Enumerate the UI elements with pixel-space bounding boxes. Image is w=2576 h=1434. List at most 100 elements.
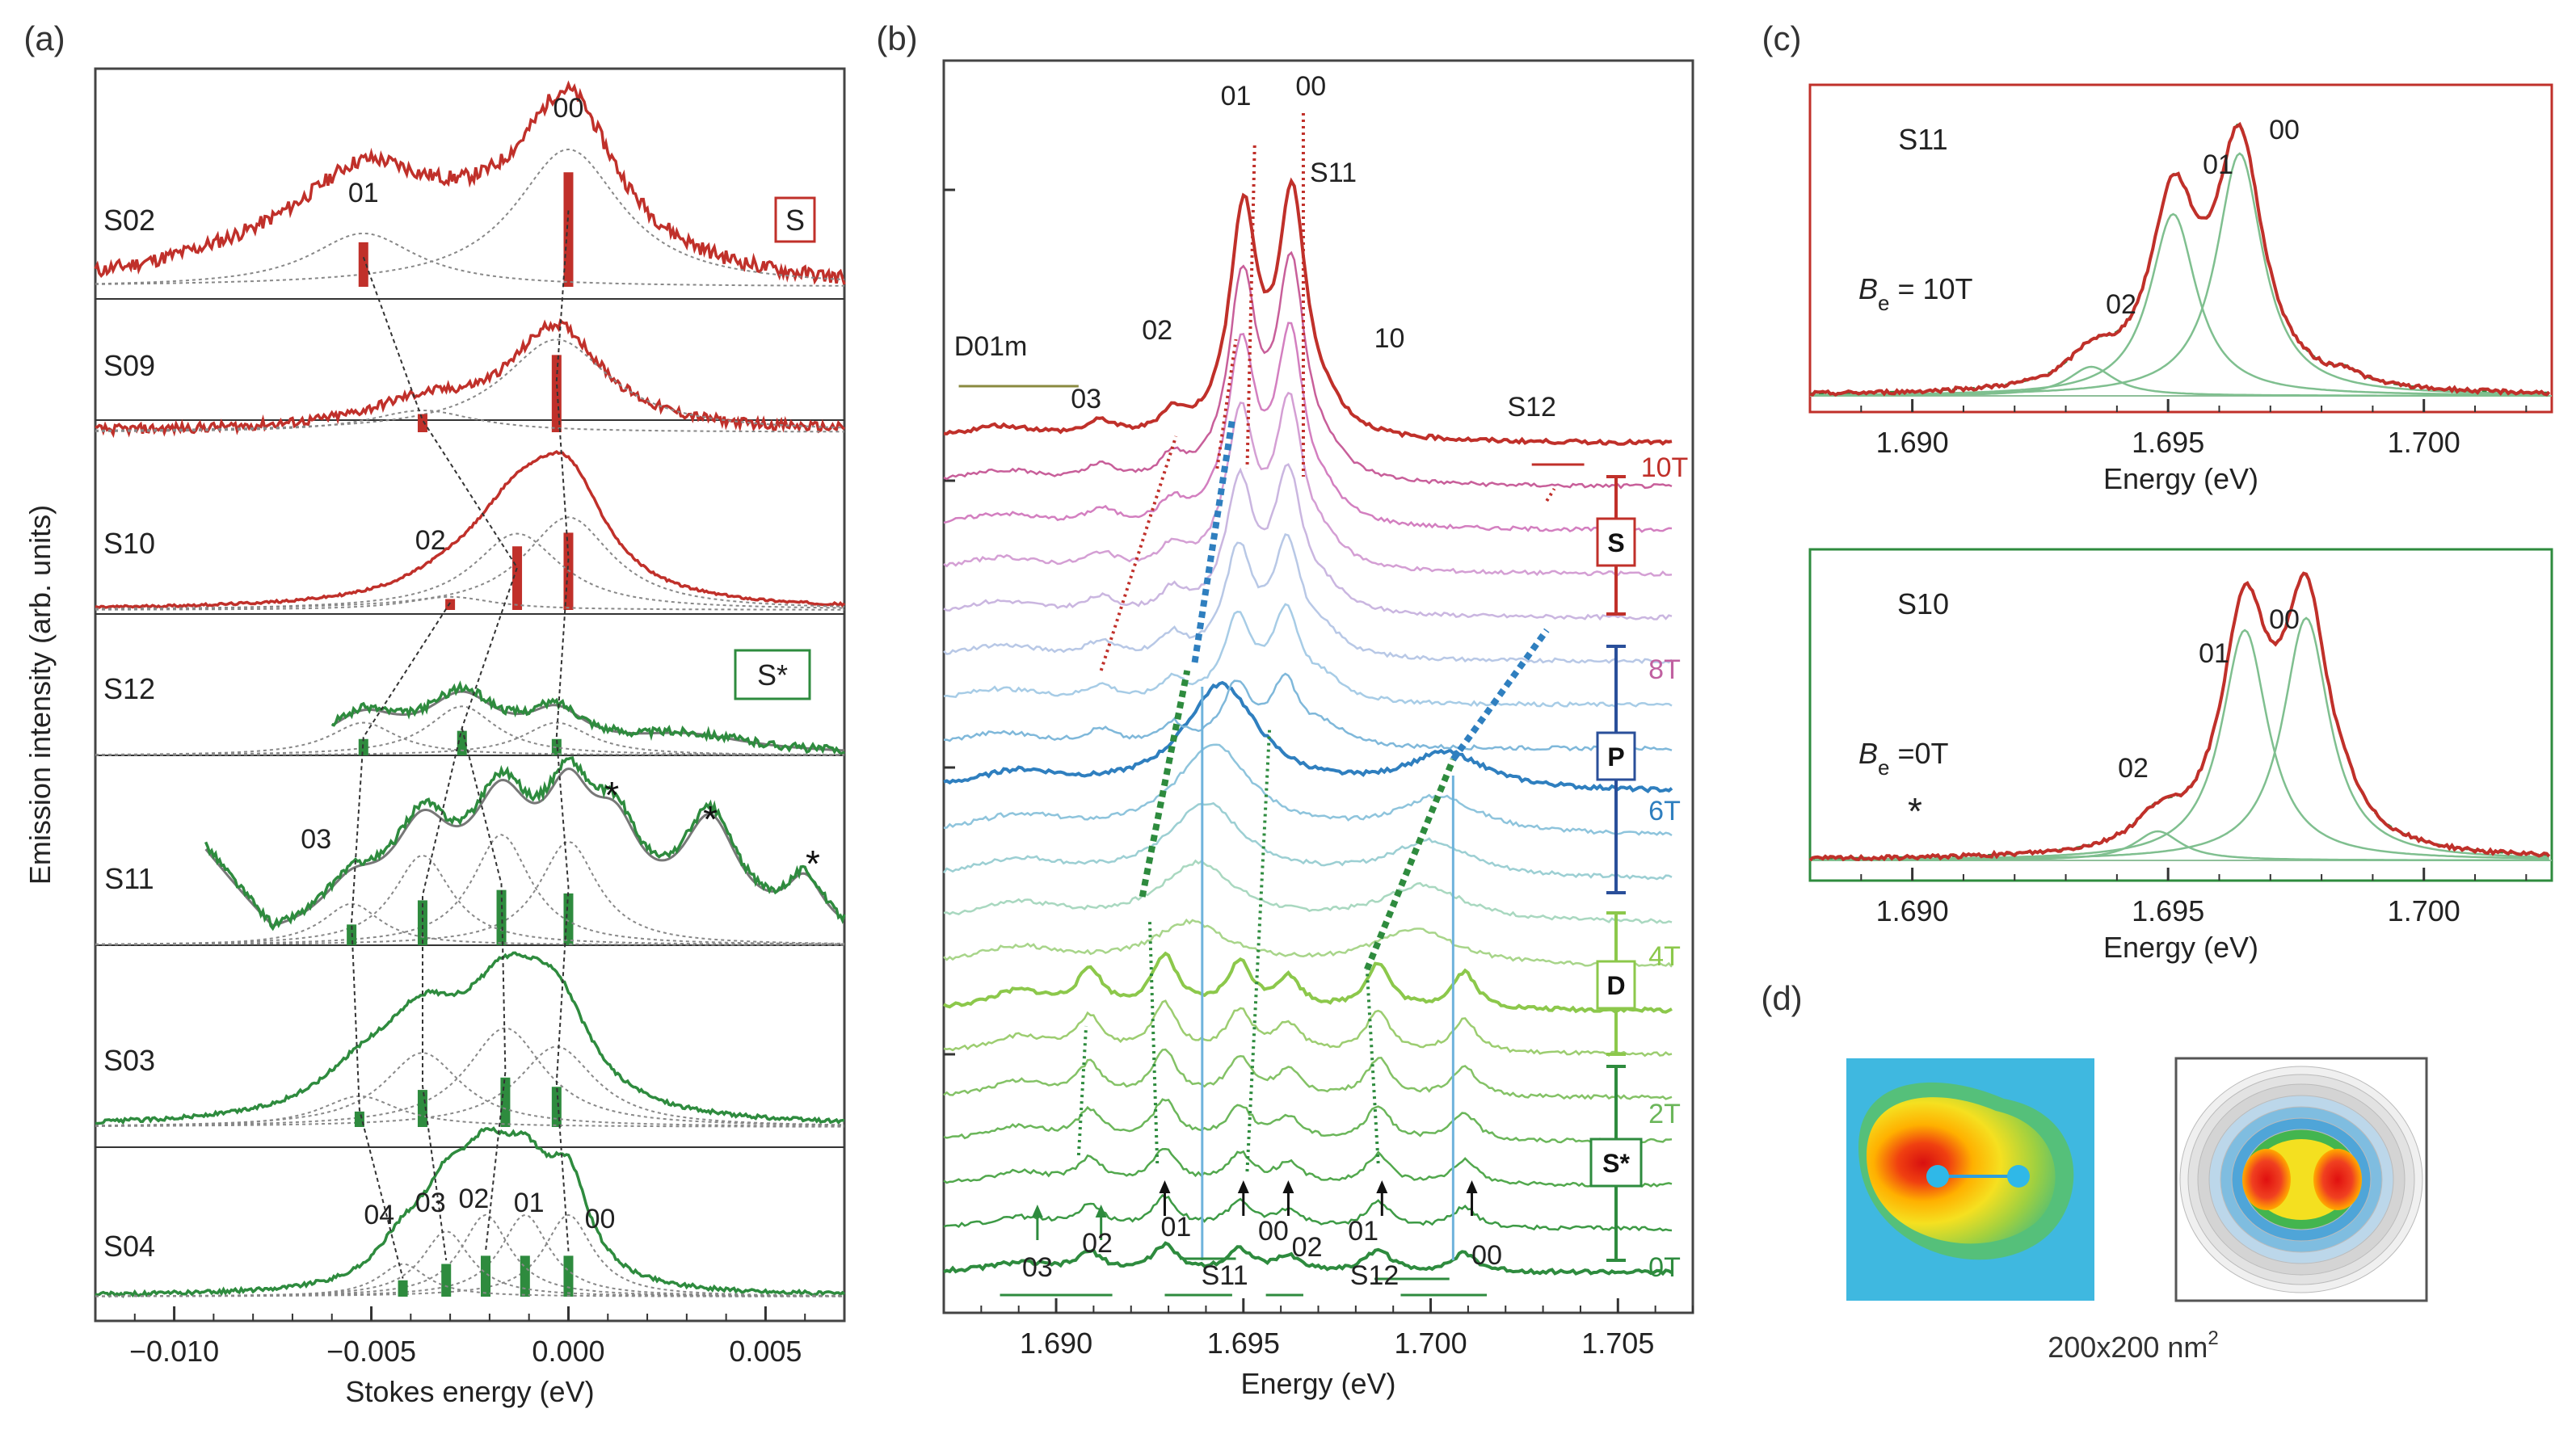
field-trace	[943, 463, 1673, 621]
peak-bar	[551, 738, 562, 755]
field-trace	[943, 1098, 1673, 1144]
legend-box-s	[774, 196, 816, 243]
peak-bar	[481, 1255, 491, 1297]
peak-label: 00	[1471, 1240, 1502, 1271]
peak-label: 10	[1374, 323, 1405, 354]
series-label: S04	[103, 1230, 155, 1263]
series-label: S03	[103, 1044, 155, 1077]
x-axis-label: Energy (eV)	[2103, 462, 2258, 495]
dot-marker	[2007, 1165, 2030, 1188]
panel-label: (b)	[876, 19, 917, 57]
component-curve	[95, 148, 845, 285]
field-symbol: B	[1858, 737, 1878, 770]
assignment-line	[351, 602, 451, 1279]
field-label: Be = 10T	[1858, 272, 1973, 315]
guide-dashed-blue	[1450, 628, 1550, 762]
state-label: S	[1607, 528, 1624, 557]
plot-frame	[942, 59, 1694, 1314]
asterisk: *	[1908, 790, 1922, 832]
asterisk: *	[604, 774, 619, 816]
arrow-head	[1466, 1180, 1478, 1193]
peak-label: S11	[1310, 158, 1357, 188]
component-curve	[1810, 629, 2549, 861]
panel-c-top: 1.690 1.695 1.700 Energy (eV) S11 Be = 10T 01 0…	[1808, 83, 2553, 495]
spectrum-S02	[94, 80, 846, 285]
component-curve	[95, 409, 844, 433]
spectrum-S09	[95, 317, 846, 439]
state-box	[1596, 960, 1636, 1010]
component-curve	[95, 902, 844, 946]
assignment-line	[555, 210, 570, 1251]
peak-bar	[563, 172, 574, 287]
field-trace	[943, 743, 1673, 837]
field-trace	[943, 532, 1673, 665]
field-trace	[943, 1148, 1673, 1188]
peak-label: 01	[1348, 1216, 1378, 1247]
peak-label: 02	[458, 1184, 489, 1214]
peak-bar	[445, 599, 456, 610]
field-label: 4T	[1648, 941, 1681, 972]
peak-label: 02	[2118, 753, 2149, 784]
peak-label: S12	[1350, 1260, 1400, 1291]
component-curve	[95, 721, 844, 756]
peak-label: 02	[1142, 315, 1172, 346]
plot-frame	[1808, 548, 2553, 882]
peak-label: 00	[1295, 71, 1326, 102]
guide-dotted-green	[1076, 1025, 1088, 1156]
panel-label: (a)	[23, 19, 65, 57]
field-label: 10T	[1641, 452, 1689, 483]
peak-label: 02	[1082, 1228, 1113, 1259]
field-trace	[943, 603, 1673, 708]
peak-label: 00	[2269, 115, 2300, 145]
x-tick-label: 1.695	[2132, 426, 2204, 459]
guide-dotted-green	[1147, 920, 1160, 1164]
field-trace	[943, 1048, 1673, 1100]
field-symbol: B	[1858, 272, 1878, 305]
peak-label: D01m	[954, 331, 1028, 362]
legend-label: S*	[757, 658, 788, 692]
guide-dotted-red	[1545, 487, 1556, 503]
peak-label: 01	[514, 1188, 545, 1218]
peak-bar	[354, 1111, 364, 1127]
x-tick-label: 1.700	[1395, 1327, 1467, 1360]
peak-bar	[398, 1280, 408, 1297]
component-curve	[95, 1095, 844, 1128]
x-axis-label: Energy (eV)	[2103, 931, 2258, 964]
arrow-head	[1237, 1180, 1249, 1193]
density-lobe	[2313, 1149, 2362, 1210]
spectrum-S10	[95, 449, 846, 609]
peak-label: S11	[1202, 1260, 1248, 1291]
peak-bar	[358, 242, 368, 287]
peak-bar	[551, 1087, 562, 1127]
panel-title: S11	[1898, 123, 1947, 156]
component-curve	[95, 834, 845, 945]
peak-bar	[417, 1090, 427, 1127]
peak-label: 02	[415, 525, 446, 556]
x-tick-label: 1.690	[1876, 426, 1949, 459]
field-label: 6T	[1648, 796, 1681, 826]
x-tick-label: 1.695	[2132, 894, 2204, 927]
peak-label: 01	[348, 178, 379, 208]
arrow-head	[1376, 1180, 1388, 1193]
x-tick-label: 0.000	[532, 1335, 604, 1368]
density-core	[1867, 1097, 2056, 1244]
peak-label: 01	[1160, 1212, 1191, 1243]
component-curve	[95, 339, 845, 431]
field-trace	[943, 918, 1673, 969]
panel-a: −0.010 −0.005 0.000 0.005 Stokes energy (eV)…	[23, 67, 846, 1408]
guide-dotted-green	[1365, 969, 1380, 1164]
field-label: 2T	[1648, 1099, 1681, 1129]
asterisk: *	[806, 843, 820, 885]
peak-label: 02	[2106, 289, 2136, 320]
peak-label: 00	[2269, 604, 2300, 635]
arrow-head	[1282, 1180, 1294, 1193]
caption-text: 200x200 nm	[2048, 1331, 2208, 1364]
component-curve	[95, 1263, 844, 1297]
peak-bar	[551, 355, 562, 432]
spectrum-S11	[204, 756, 846, 931]
field-trace	[943, 680, 1673, 793]
spectrum-S04	[95, 1126, 846, 1298]
panel-label: (d)	[1761, 979, 1802, 1017]
spectrum-S03	[95, 951, 844, 1125]
